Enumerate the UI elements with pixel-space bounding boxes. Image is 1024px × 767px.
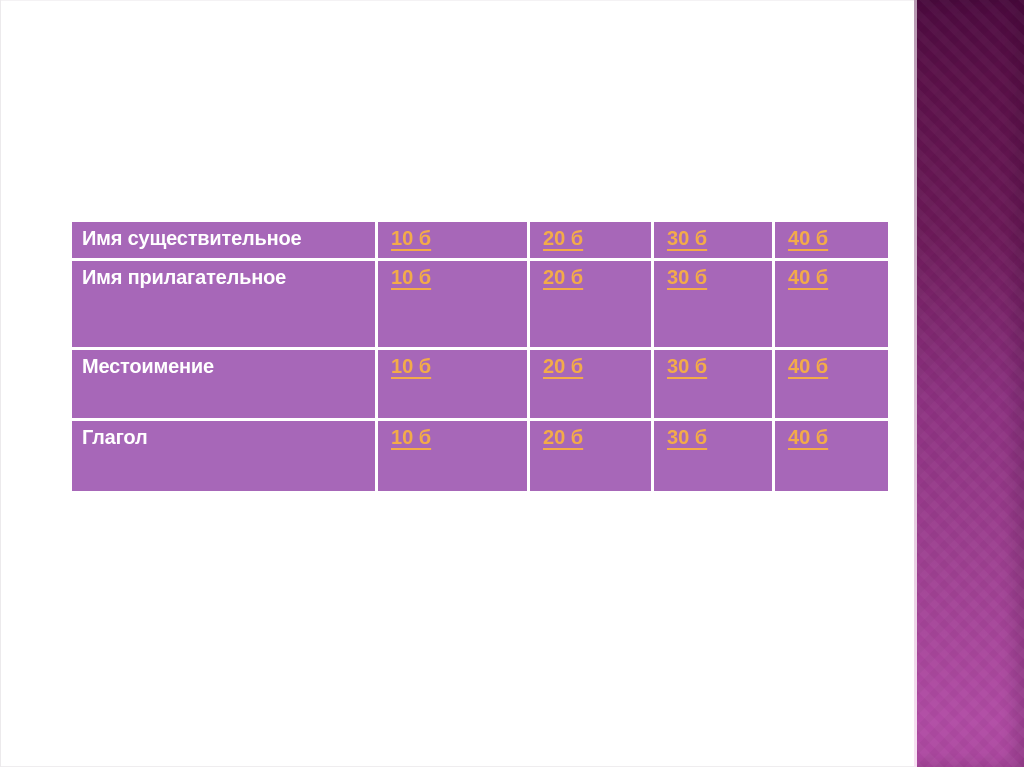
points-link-row1-col2[interactable]: 20 б xyxy=(543,228,584,250)
slide-accent-bar xyxy=(914,0,1024,767)
points-cell: 20 б xyxy=(530,261,651,347)
points-cell: 10 б xyxy=(378,222,527,258)
category-cell: Имя прилагательное xyxy=(72,261,375,347)
points-cell: 40 б xyxy=(775,222,888,258)
points-cell: 20 б xyxy=(530,350,651,418)
points-link-row3-col4[interactable]: 40 б xyxy=(788,356,829,378)
points-link-row2-col2[interactable]: 20 б xyxy=(543,267,584,289)
points-link-row4-col3[interactable]: 30 б xyxy=(667,427,708,449)
points-cell: 20 б xyxy=(530,222,651,258)
points-link-row1-col4[interactable]: 40 б xyxy=(788,228,829,250)
points-cell: 30 б xyxy=(654,421,772,491)
points-cell: 30 б xyxy=(654,222,772,258)
points-cell: 40 б xyxy=(775,350,888,418)
points-cell: 10 б xyxy=(378,261,527,347)
points-link-row2-col1[interactable]: 10 б xyxy=(391,267,432,289)
points-link-row3-col1[interactable]: 10 б xyxy=(391,356,432,378)
category-label: Имя существительное xyxy=(82,228,302,250)
points-cell: 10 б xyxy=(378,350,527,418)
category-label: Имя прилагательное xyxy=(82,267,287,289)
points-link-row3-col3[interactable]: 30 б xyxy=(667,356,708,378)
points-cell: 30 б xyxy=(654,350,772,418)
points-cell: 40 б xyxy=(775,261,888,347)
category-label: Местоимение xyxy=(82,356,214,378)
points-cell: 20 б xyxy=(530,421,651,491)
points-link-row2-col4[interactable]: 40 б xyxy=(788,267,829,289)
points-cell: 40 б xyxy=(775,421,888,491)
points-link-row1-col3[interactable]: 30 б xyxy=(667,228,708,250)
category-cell: Имя существительное xyxy=(72,222,375,258)
points-cell: 30 б xyxy=(654,261,772,347)
points-link-row1-col1[interactable]: 10 б xyxy=(391,228,432,250)
points-cell: 10 б xyxy=(378,421,527,491)
accent-bar-highlight-edge xyxy=(914,0,917,767)
points-link-row2-col3[interactable]: 30 б xyxy=(667,267,708,289)
game-board: Имя существительное 10 б 20 б 30 б 40 б Имя п… xyxy=(72,222,888,491)
points-link-row4-col4[interactable]: 40 б xyxy=(788,427,829,449)
category-cell: Глагол xyxy=(72,421,375,491)
category-cell: Местоимение xyxy=(72,350,375,418)
points-link-row3-col2[interactable]: 20 б xyxy=(543,356,584,378)
points-link-row4-col2[interactable]: 20 б xyxy=(543,427,584,449)
category-label: Глагол xyxy=(82,427,148,449)
points-link-row4-col1[interactable]: 10 б xyxy=(391,427,432,449)
